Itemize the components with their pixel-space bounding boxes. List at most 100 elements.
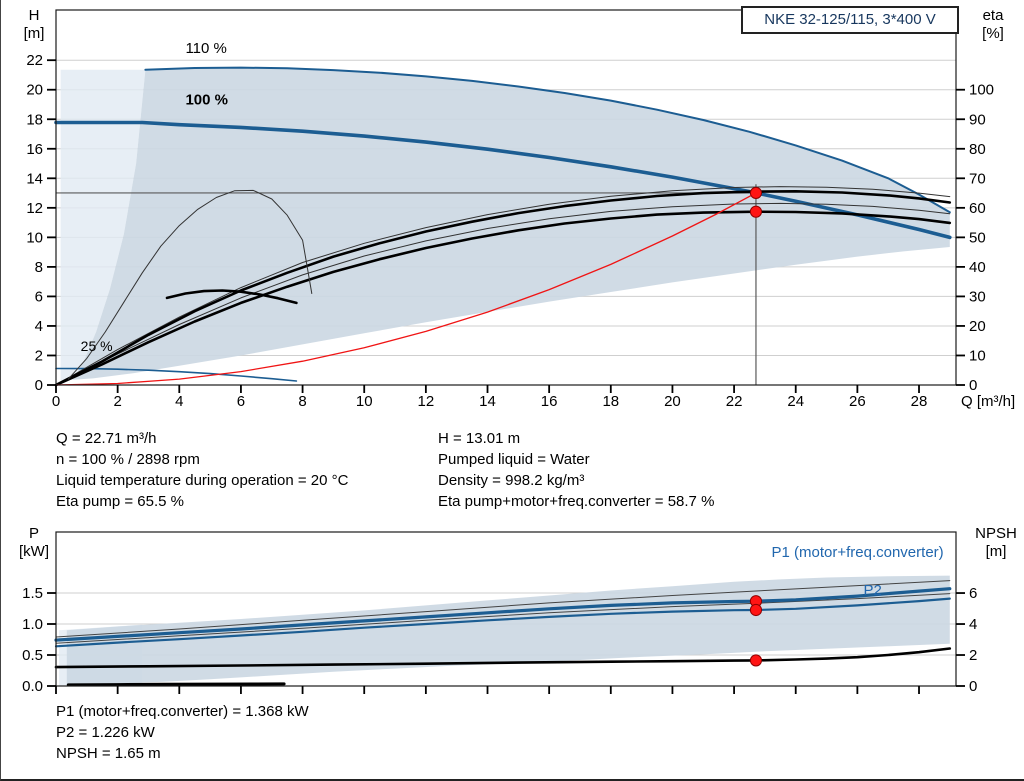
y-right-tick-label: 40 xyxy=(969,259,986,276)
x-tick-label: 28 xyxy=(911,393,928,410)
liquid-temperature: Liquid temperature during operation = 20… xyxy=(56,472,349,489)
eta-25pct-thin xyxy=(67,189,313,380)
q-value: Q = 22.71 m³/h xyxy=(56,430,157,447)
x-tick-label: 0 xyxy=(52,393,60,410)
npsh-value: NPSH = 1.65 m xyxy=(56,745,161,762)
eta-total xyxy=(54,210,952,387)
eta-total-thin xyxy=(55,202,951,386)
x-axis-title: Q [m³/h] xyxy=(961,393,1015,410)
y-left-tick-label: 1.0 xyxy=(22,616,43,633)
power-npsh-chart: 0.0 0.5 1.0 1.5 0 2 4 6 P1 (motor+freq.converter… xyxy=(19,525,1017,695)
y-left-tick-label: 2 xyxy=(35,347,43,364)
x-tick-label: 8 xyxy=(298,393,306,410)
eta-total-value: Eta pump+motor+freq.converter = 58.7 % xyxy=(438,493,715,510)
y-right-tick-label: 30 xyxy=(969,288,986,305)
label-100pct: 100 % xyxy=(185,91,228,108)
label-110pct: 110 % xyxy=(185,40,226,57)
label-25pct: 25 % xyxy=(81,338,113,354)
y-right-tick-label: 70 xyxy=(969,170,986,187)
y-left-tick-label: 16 xyxy=(26,141,43,158)
y-left-tick-label: 8 xyxy=(35,259,43,276)
y-right-unit: [%] xyxy=(982,25,1004,42)
label-p2: P2 xyxy=(864,582,882,599)
pump-model-titlebox: NKE 32-125/115, 3*400 V xyxy=(741,6,959,34)
p1-value: P1 (motor+freq.converter) = 1.368 kW xyxy=(56,703,309,720)
x-tick-label: 22 xyxy=(726,393,743,410)
speed-range-wash xyxy=(60,69,146,381)
x-tick-label: 4 xyxy=(175,393,183,410)
p2-curve xyxy=(54,597,951,648)
operating-envelope xyxy=(73,67,950,380)
p1-thin-max xyxy=(55,580,951,638)
eta-pump-thin xyxy=(55,186,951,386)
speed-value: n = 100 % / 2898 rpm xyxy=(56,451,200,468)
y-right-tick-label: 0 xyxy=(969,678,977,695)
x-tick-label: 10 xyxy=(356,393,373,410)
y-left-tick-label: 12 xyxy=(26,200,43,217)
y-left-tick-label: 0.5 xyxy=(22,647,43,664)
duty-point-marker xyxy=(749,186,763,200)
y-left-tick-label: 10 xyxy=(26,229,43,246)
y-right-tick-label: 60 xyxy=(969,200,986,217)
plot-frame xyxy=(55,9,957,386)
x-tick-label: 14 xyxy=(479,393,496,410)
p2-thin-max xyxy=(55,593,951,644)
y-right-tick-label: 50 xyxy=(969,229,986,246)
x-tick-label: 24 xyxy=(787,393,804,410)
y-left-tick-label: 0 xyxy=(35,377,43,394)
y-right-tick-label: 0 xyxy=(969,377,977,394)
y-right-title: NPSH xyxy=(975,525,1017,542)
plot-frame xyxy=(55,531,957,687)
y-left-unit: [kW] xyxy=(19,543,49,560)
density-value: Density = 998.2 kg/m³ xyxy=(438,472,585,489)
y-left-tick-label: 18 xyxy=(26,111,43,128)
duty-info-right: H = 13.01 m Pumped liquid = Water Densit… xyxy=(438,428,714,512)
x-tick-label: 12 xyxy=(418,393,435,410)
y-left-tick-label: 6 xyxy=(35,288,43,305)
y-left-tick-label: 14 xyxy=(26,170,43,187)
y-left-unit: [m] xyxy=(24,25,45,42)
x-tick-label: 18 xyxy=(602,393,619,410)
y-right-tick-label: 4 xyxy=(969,616,977,633)
qh-eta-chart: 0246810121416182022010203040506070809010… xyxy=(24,7,1016,410)
x-tick-label: 16 xyxy=(541,393,558,410)
y-left-tick-label: 0.0 xyxy=(22,678,43,695)
x-tick-label: 26 xyxy=(849,393,866,410)
label-p1: P1 (motor+freq.converter) xyxy=(772,544,944,561)
y-left-tick-label: 4 xyxy=(35,318,43,335)
y-right-tick-label: 20 xyxy=(969,318,986,335)
x-tick-label: 6 xyxy=(237,393,245,410)
curve-110pct xyxy=(144,66,951,214)
y-right-tick-label: 80 xyxy=(969,141,986,158)
y-right-unit: [m] xyxy=(986,543,1007,560)
duty-point-marker xyxy=(749,603,763,617)
x-tick-label: 20 xyxy=(664,393,681,410)
npsh-curve xyxy=(54,647,952,669)
eta-pump xyxy=(54,190,952,387)
p1-curve xyxy=(54,587,952,642)
y-left-title: H xyxy=(29,7,40,24)
x-tick-label: 2 xyxy=(113,393,121,410)
y-left-tick-label: 20 xyxy=(26,82,43,99)
duty-info-left: Q = 22.71 m³/h n = 100 % / 2898 rpm Liqu… xyxy=(56,428,348,512)
eta-25pct-total xyxy=(165,289,298,305)
duty-point-marker xyxy=(749,205,763,218)
y-left-tick-label: 22 xyxy=(26,52,43,69)
curve-25pct xyxy=(55,367,298,382)
system-curve xyxy=(55,192,757,386)
p2-value: P2 = 1.226 kW xyxy=(56,724,155,741)
y-right-tick-label: 100 xyxy=(969,82,994,99)
y-left-tick-label: 1.5 xyxy=(22,585,43,602)
power-info: P1 (motor+freq.converter) = 1.368 kW P2 … xyxy=(56,701,309,764)
h-value: H = 13.01 m xyxy=(438,430,521,447)
pumped-liquid: Pumped liquid = Water xyxy=(438,451,590,468)
y-right-tick-label: 10 xyxy=(969,347,986,364)
duty-point-marker xyxy=(749,654,763,667)
y-right-tick-label: 2 xyxy=(969,647,977,664)
eta-pump-value: Eta pump = 65.5 % xyxy=(56,493,184,510)
p-25pct-stub xyxy=(66,682,286,687)
y-right-title: eta xyxy=(983,7,1005,24)
y-left-title: P xyxy=(29,525,39,542)
y-right-tick-label: 90 xyxy=(969,111,986,128)
